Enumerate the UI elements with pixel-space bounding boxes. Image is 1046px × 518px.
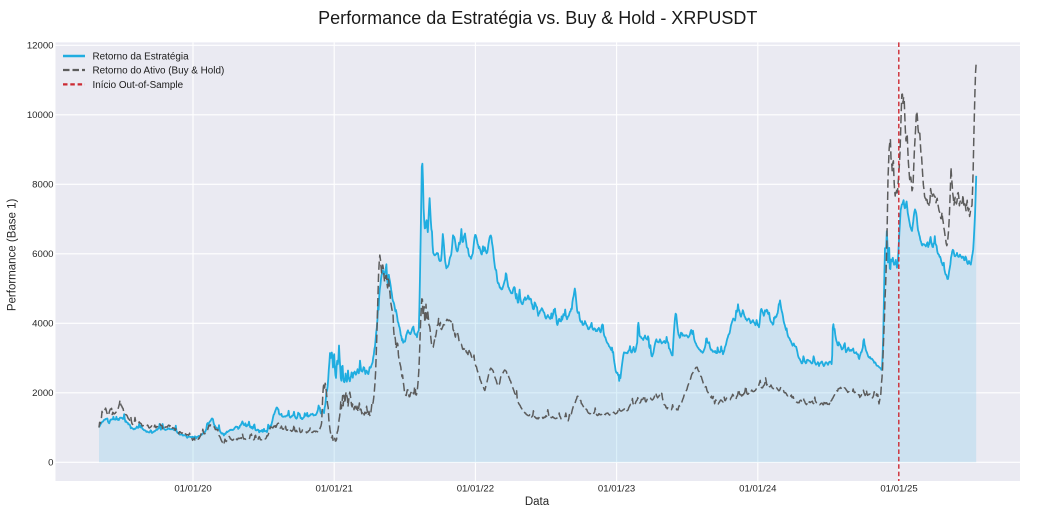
svg-text:4000: 4000: [32, 319, 53, 330]
svg-text:01/01/24: 01/01/24: [739, 484, 777, 495]
svg-text:10000: 10000: [27, 110, 54, 121]
svg-text:Retorno da Estratégia: Retorno da Estratégia: [93, 52, 190, 63]
svg-text:Data: Data: [525, 496, 550, 508]
svg-text:8000: 8000: [32, 180, 53, 191]
svg-text:Retorno do Ativo (Buy & Hold): Retorno do Ativo (Buy & Hold): [93, 66, 225, 77]
svg-text:01/01/23: 01/01/23: [598, 484, 635, 495]
svg-text:Performance (Base 1): Performance (Base 1): [7, 198, 19, 311]
svg-text:01/01/20: 01/01/20: [174, 484, 211, 495]
svg-text:6000: 6000: [32, 249, 53, 260]
svg-text:01/01/21: 01/01/21: [316, 484, 353, 495]
svg-text:01/01/25: 01/01/25: [880, 484, 917, 495]
svg-text:2000: 2000: [32, 388, 53, 399]
svg-text:01/01/22: 01/01/22: [457, 484, 494, 495]
svg-text:12000: 12000: [27, 41, 54, 52]
svg-text:Início Out-of-Sample: Início Out-of-Sample: [93, 80, 184, 91]
svg-text:Performance da Estratégia vs.: Performance da Estratégia vs. Buy & Hold…: [318, 8, 757, 28]
svg-text:0: 0: [48, 458, 53, 469]
